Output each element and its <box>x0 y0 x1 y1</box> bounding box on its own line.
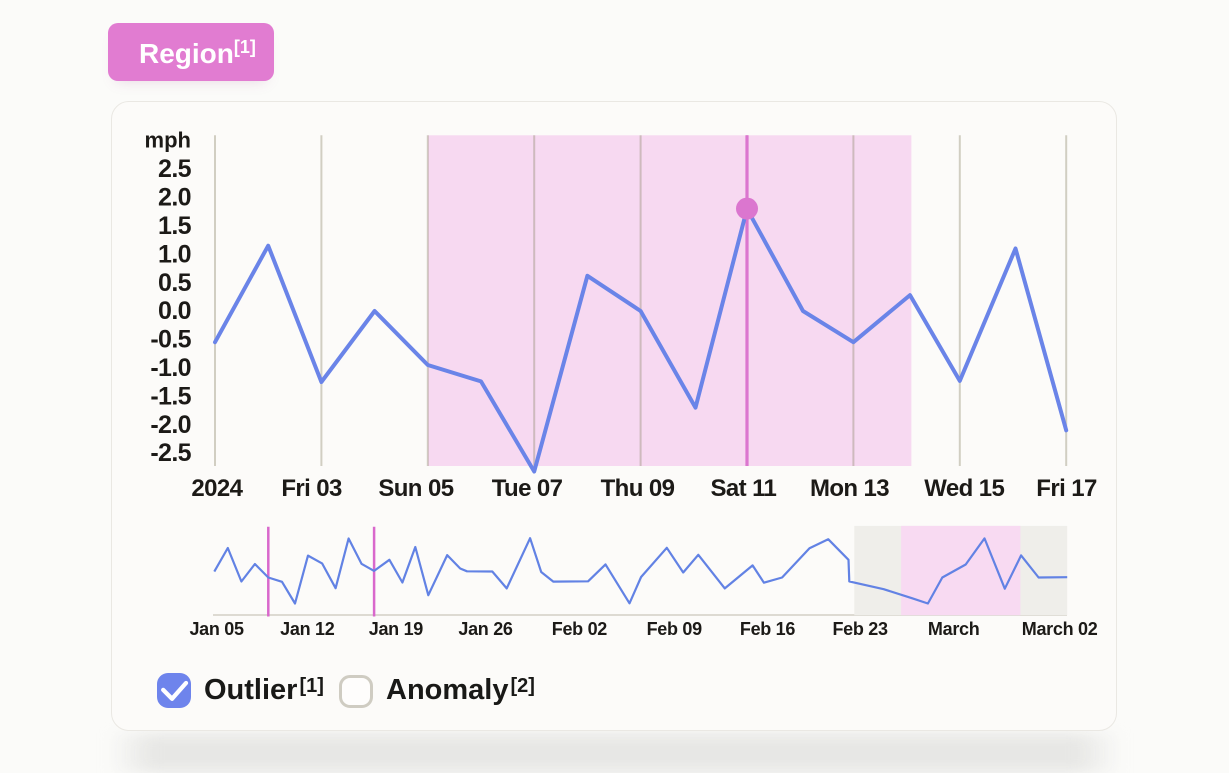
svg-text:-0.5: -0.5 <box>150 326 191 354</box>
svg-text:Jan 19: Jan 19 <box>369 619 424 639</box>
svg-text:Feb 23: Feb 23 <box>832 619 888 639</box>
svg-text:Tue 07: Tue 07 <box>492 475 563 502</box>
svg-text:-1.0: -1.0 <box>150 354 191 382</box>
svg-text:Jan 12: Jan 12 <box>280 619 335 639</box>
svg-text:0.0: 0.0 <box>158 297 191 325</box>
svg-text:Feb 02: Feb 02 <box>552 619 608 639</box>
svg-text:Thu 09: Thu 09 <box>601 475 675 502</box>
svg-text:2.0: 2.0 <box>158 184 191 212</box>
svg-text:1.0: 1.0 <box>158 240 191 268</box>
svg-text:March: March <box>928 619 980 639</box>
svg-text:Mon 13: Mon 13 <box>810 475 889 502</box>
svg-text:-2.5: -2.5 <box>150 439 191 467</box>
svg-text:1.5: 1.5 <box>158 212 192 240</box>
svg-text:Fri 03: Fri 03 <box>281 475 342 502</box>
svg-text:March 02: March 02 <box>1022 619 1098 639</box>
svg-text:Feb 16: Feb 16 <box>740 619 796 639</box>
svg-text:0.5: 0.5 <box>158 269 192 297</box>
svg-text:2.5: 2.5 <box>158 155 192 183</box>
svg-text:Sun 05: Sun 05 <box>378 475 453 502</box>
svg-text:Sat 11: Sat 11 <box>711 475 777 502</box>
svg-text:-1.5: -1.5 <box>150 382 191 410</box>
svg-text:Jan 26: Jan 26 <box>458 619 513 639</box>
svg-text:Wed 15: Wed 15 <box>924 475 1004 502</box>
svg-text:-2.0: -2.0 <box>150 411 191 439</box>
svg-text:mph: mph <box>145 128 191 153</box>
svg-text:Jan 05: Jan 05 <box>189 619 244 639</box>
svg-text:Feb 09: Feb 09 <box>647 619 703 639</box>
svg-text:2024: 2024 <box>191 475 243 502</box>
svg-text:Fri 17: Fri 17 <box>1036 475 1097 502</box>
